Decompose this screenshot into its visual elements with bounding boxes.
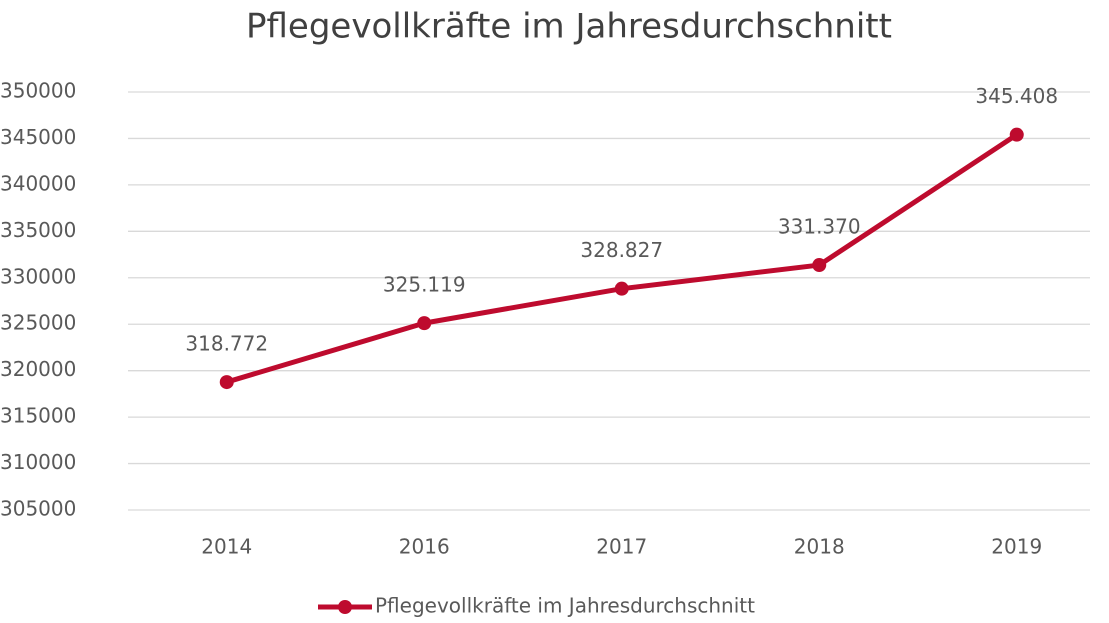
data-label: 318.772 bbox=[185, 332, 268, 356]
chart-title: Pflegevollkräfte im Jahresdurchschnitt bbox=[246, 7, 892, 47]
data-label: 328.827 bbox=[580, 238, 663, 262]
y-tick-label: 335000 bbox=[0, 218, 76, 242]
y-tick-label: 310000 bbox=[0, 450, 76, 474]
x-tick-label: 2014 bbox=[201, 535, 252, 559]
x-tick-label: 2019 bbox=[991, 535, 1042, 559]
marker bbox=[812, 258, 827, 273]
x-tick-label: 2017 bbox=[596, 535, 647, 559]
y-tick-label: 330000 bbox=[0, 264, 76, 288]
legend-label: Pflegevollkräfte im Jahresdurchschnitt bbox=[375, 594, 755, 618]
y-tick-label: 340000 bbox=[0, 171, 76, 195]
data-label: 331.370 bbox=[778, 215, 861, 239]
x-tick-label: 2016 bbox=[399, 535, 450, 559]
x-tick-label: 2018 bbox=[794, 535, 845, 559]
y-tick-label: 345000 bbox=[0, 125, 76, 149]
y-tick-label: 320000 bbox=[0, 357, 76, 381]
marker bbox=[417, 316, 432, 331]
legend-marker bbox=[338, 600, 352, 614]
y-tick-label: 325000 bbox=[0, 311, 76, 335]
y-tick-label: 305000 bbox=[0, 497, 76, 521]
marker bbox=[1009, 127, 1024, 142]
marker bbox=[614, 281, 629, 296]
y-tick-label: 315000 bbox=[0, 404, 76, 428]
y-tick-label: 350000 bbox=[0, 79, 76, 103]
data-label: 345.408 bbox=[975, 84, 1058, 108]
marker bbox=[219, 375, 234, 390]
data-label: 325.119 bbox=[383, 273, 466, 297]
